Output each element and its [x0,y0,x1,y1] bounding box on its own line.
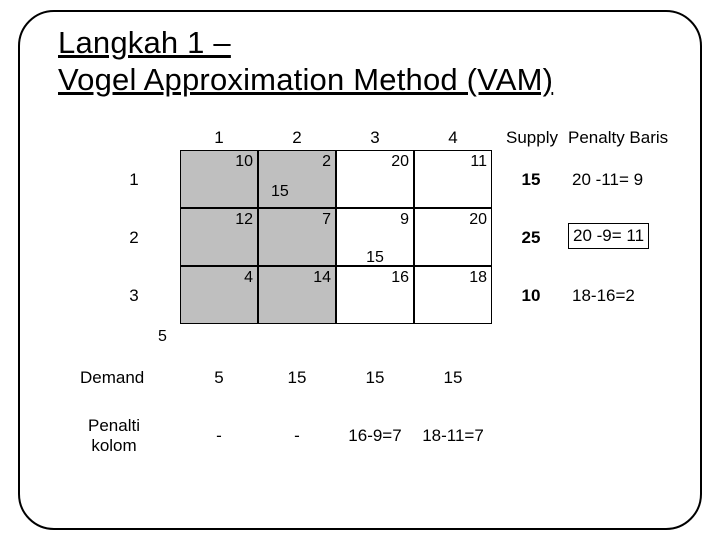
penalty-col-4: 18-11=7 [414,426,492,446]
col-header-3: 3 [336,128,414,148]
penalty-col-label: Penalti kolom [88,416,140,456]
cost-r3c4: 18 [469,269,487,287]
supply-r2: 25 [506,228,556,248]
penalty-row-1: 20 -11= 9 [572,170,682,190]
cell-r2c1: 12 [180,208,258,266]
col-header-2: 2 [258,128,336,148]
penalty-row-2: 20 -9= 11 [568,223,678,249]
cost-r1c2: 2 [322,153,331,171]
penalty-row-header: Penalty Baris [568,128,688,148]
cell-r3c1: 4 [180,266,258,324]
alloc-r3c1: 5 [158,328,167,346]
supply-r3: 10 [506,286,556,306]
alloc-r1c2: 15 [271,183,289,201]
cell-r1c4: 11 [414,150,492,208]
cell-r1c3: 20 [336,150,414,208]
alloc-r2c3: 15 [366,249,384,267]
cost-r2c4: 20 [469,211,487,229]
cost-r2c2: 7 [322,211,331,229]
cost-r1c4: 11 [470,153,487,171]
demand-4: 15 [414,368,492,388]
demand-1: 5 [180,368,258,388]
cell-r1c1: 10 [180,150,258,208]
penalty-col-3: 16-9=7 [336,426,414,446]
cost-r1c1: 10 [235,153,253,171]
cell-r2c3: 9 15 [336,208,414,266]
penalty-col-1: - [180,426,258,446]
cell-r2c4: 20 [414,208,492,266]
supply-r1: 15 [506,170,556,190]
col-header-4: 4 [414,128,492,148]
cost-r2c3: 9 [400,211,409,229]
cost-r3c2: 14 [313,269,331,287]
title-line2: Vogel Approximation Method (VAM) [58,62,553,97]
demand-3: 15 [336,368,414,388]
supply-header: Supply [506,128,570,148]
row-label-1: 1 [114,170,154,190]
cell-r3c3: 16 [336,266,414,324]
row-label-3: 3 [114,286,154,306]
cell-r2c2: 7 [258,208,336,266]
penalty-col-2: - [258,426,336,446]
cost-r3c1: 4 [244,269,253,287]
col-header-1: 1 [180,128,258,148]
cost-r3c3: 16 [391,269,409,287]
cost-r2c1: 12 [235,211,253,229]
cell-r3c2: 14 [258,266,336,324]
slide-title: Langkah 1 – Vogel Approximation Method (… [58,24,553,98]
demand-label: Demand [80,368,144,388]
penalty-row-2-box: 20 -9= 11 [568,223,649,249]
penalty-row-3: 18-16=2 [572,286,682,306]
cell-r1c2: 2 15 [258,150,336,208]
title-line1: Langkah 1 – [58,25,231,60]
demand-2: 15 [258,368,336,388]
cost-r1c3: 20 [391,153,409,171]
cell-r3c4: 18 [414,266,492,324]
row-label-2: 2 [114,228,154,248]
